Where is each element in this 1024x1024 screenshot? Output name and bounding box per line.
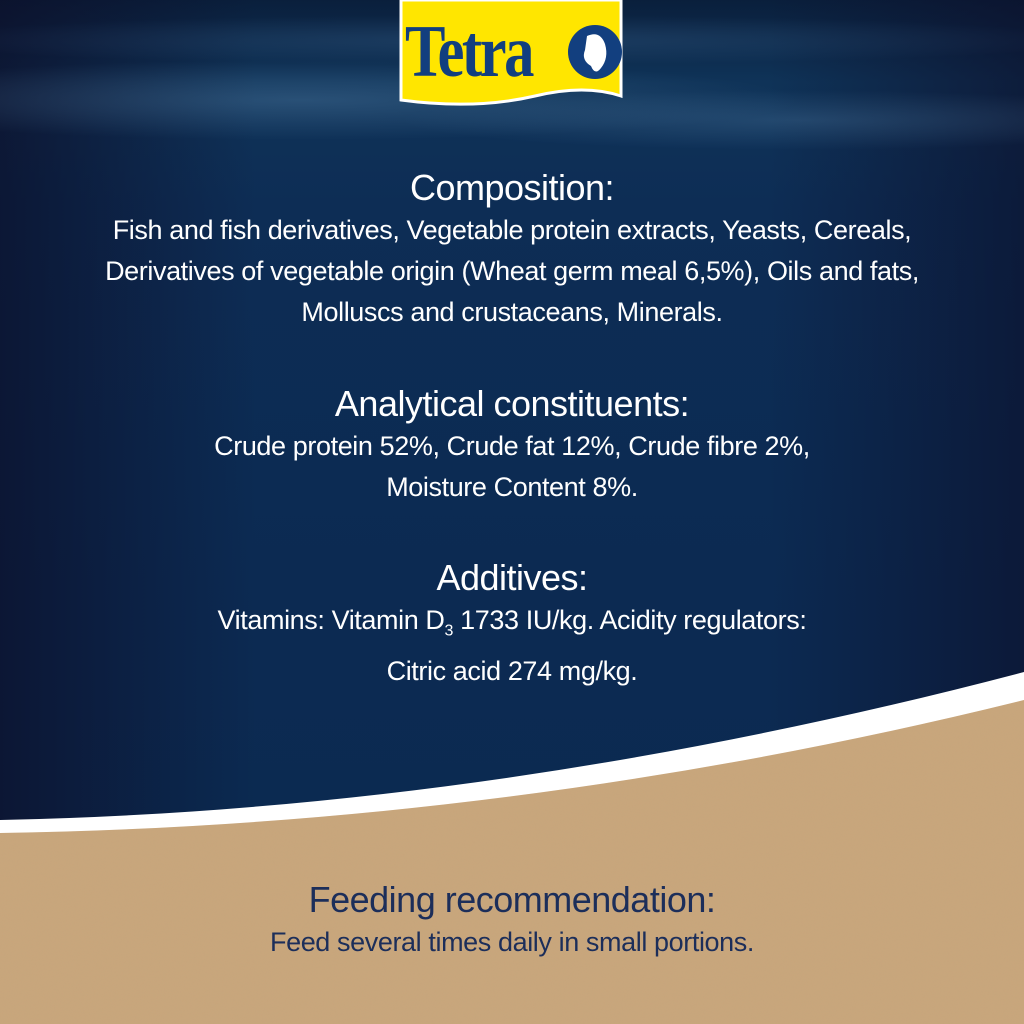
additives-text: Vitamins: Vitamin D — [217, 605, 445, 635]
additives-line: Vitamins: Vitamin D3 1733 IU/kg. Acidity… — [0, 600, 1024, 651]
additives-heading: Additives: — [436, 557, 588, 598]
composition-line: Molluscs and crustaceans, Minerals. — [301, 297, 723, 327]
composition-line: Derivatives of vegetable origin (Wheat g… — [105, 256, 919, 286]
analytical-section: Analytical constituents: Crude protein 5… — [0, 382, 1024, 508]
analytical-line: Crude protein 52%, Crude fat 12%, Crude … — [214, 431, 810, 461]
additives-line: Citric acid 274 mg/kg. — [386, 656, 638, 687]
additives-section: Additives: Vitamins: Vitamin D3 1733 IU/… — [0, 556, 1024, 692]
analytical-heading: Analytical constituents: — [334, 383, 690, 424]
feeding-section: Feeding recommendation: Feed several tim… — [0, 878, 1024, 963]
feeding-heading: Feeding recommendation: — [308, 879, 716, 920]
composition-line: Fish and fish derivatives, Vegetable pro… — [112, 215, 912, 245]
composition-section: Composition: Fish and fish derivatives, … — [0, 166, 1024, 333]
analytical-line: Moisture Content 8%. — [386, 472, 638, 502]
feeding-line: Feed several times daily in small portio… — [269, 927, 754, 957]
subscript: 3 — [444, 622, 454, 640]
logo-wordmark: Tetra — [405, 11, 534, 93]
composition-heading: Composition: — [409, 167, 615, 208]
tetra-logo — [399, 0, 623, 106]
additives-text: 1733 IU/kg. Acidity regulators: — [453, 605, 807, 635]
